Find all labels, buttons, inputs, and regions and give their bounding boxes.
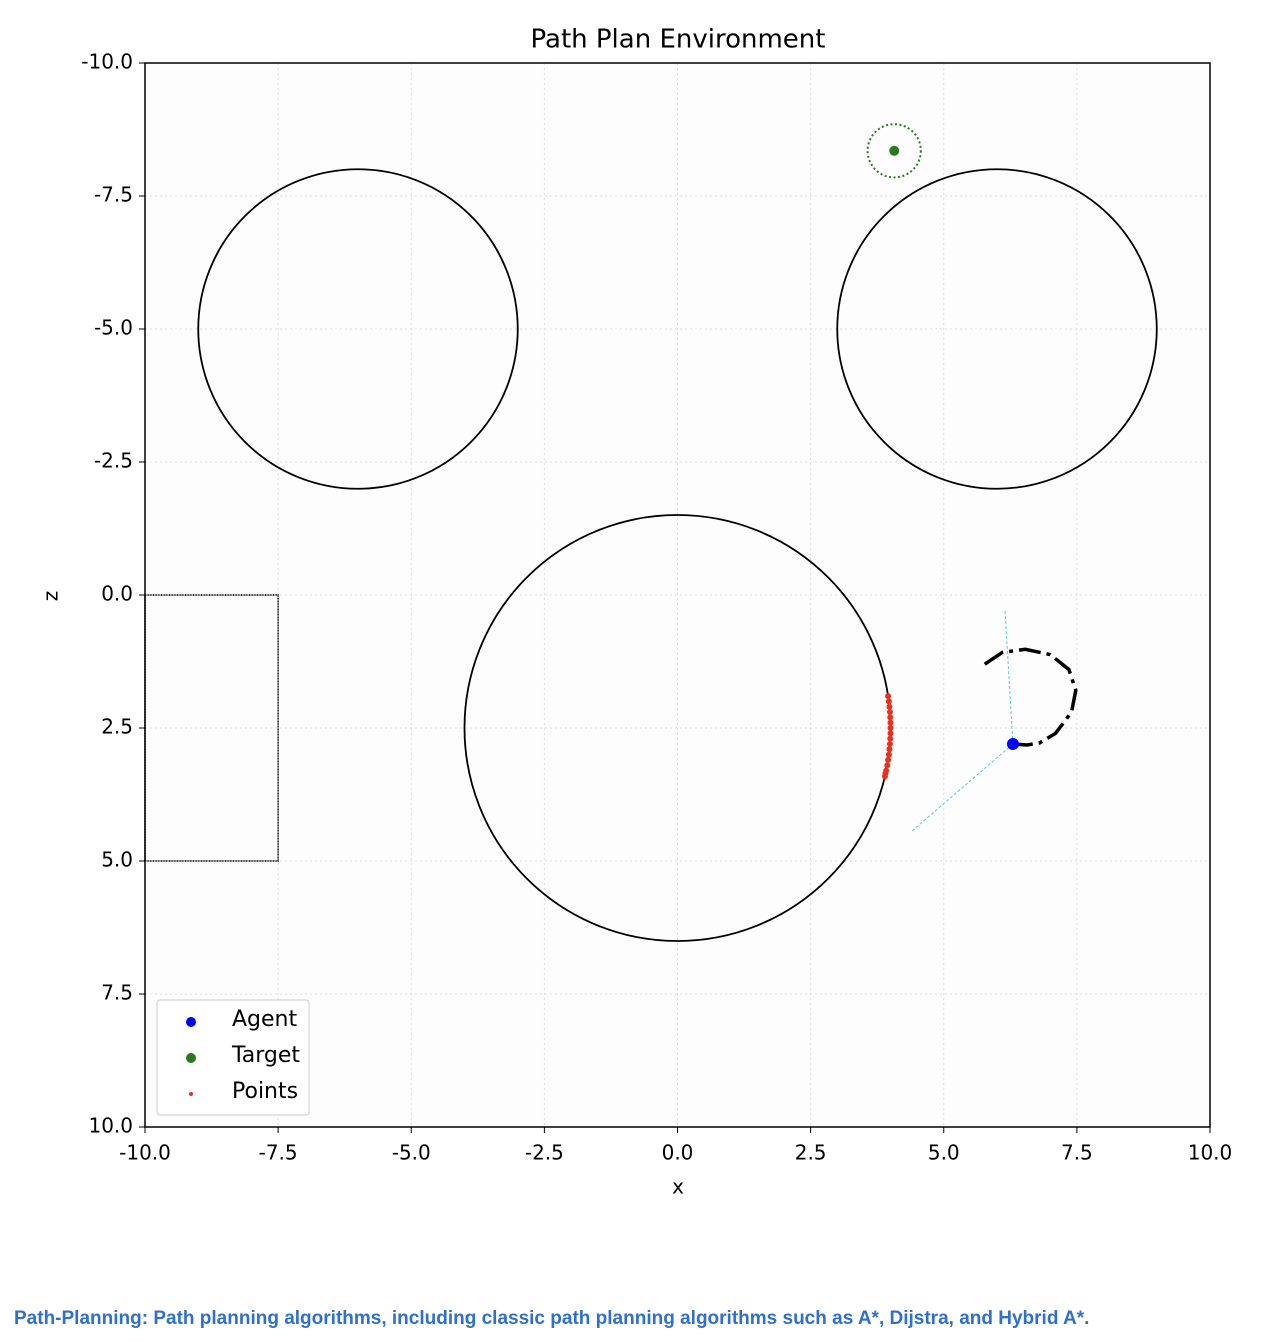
x-tick-label: -5.0 [392, 1141, 431, 1165]
x-axis-label: x [672, 1175, 684, 1199]
point [886, 703, 893, 710]
legend-box [156, 999, 310, 1116]
obstacle-circle [836, 168, 1158, 490]
x-tick-label: -2.5 [525, 1141, 564, 1165]
obstacle-circle [197, 168, 519, 490]
point [889, 145, 900, 156]
point [885, 698, 892, 705]
y-tick-label: -5.0 [94, 316, 133, 340]
x-tick-label: -10.0 [119, 1141, 171, 1165]
point [886, 709, 893, 716]
target-radius [866, 123, 922, 179]
point [886, 746, 893, 753]
y-tick-label: 7.5 [101, 981, 133, 1005]
point [887, 725, 894, 731]
y-axis-label: z [39, 591, 63, 602]
chart: Path Plan Environment x z -10.0 -7.5 -5.0 -… [39, 25, 1233, 1199]
y-tick-label: 5.0 [101, 848, 133, 872]
trajectory [983, 647, 1078, 747]
legend-marker [189, 1092, 193, 1096]
x-tick-label: 2.5 [795, 1141, 827, 1165]
chart-title: Path Plan Environment [531, 25, 826, 55]
point [884, 762, 891, 769]
sensor-ray [911, 743, 1014, 832]
point [887, 714, 894, 721]
point [881, 773, 888, 780]
y-tick-label: 2.5 [101, 715, 133, 739]
x-tick-label: 10.0 [1188, 1141, 1233, 1165]
x-tick-label: -7.5 [259, 1141, 298, 1165]
legend-label: Points [232, 1079, 298, 1104]
point [887, 730, 894, 737]
caption: Path-Planning: Path planning algorithms,… [14, 1308, 1090, 1329]
legend-marker [186, 1017, 196, 1027]
point [885, 751, 892, 758]
y-tick-label: 0.0 [101, 582, 133, 606]
point [887, 719, 894, 726]
point [887, 735, 894, 742]
y-tick-label: 10.0 [88, 1114, 133, 1138]
y-tick-label: -7.5 [94, 183, 133, 207]
x-tick-label: 7.5 [1061, 1141, 1093, 1165]
legend-label: Agent [232, 1007, 297, 1032]
obstacle-rect [144, 594, 279, 862]
y-tick-label: -10.0 [81, 50, 133, 74]
legend-label: Target [231, 1043, 300, 1068]
sensor-ray [1004, 609, 1014, 744]
point [885, 756, 892, 763]
legend-marker [186, 1053, 196, 1063]
point [1006, 737, 1019, 750]
point [886, 740, 893, 747]
point [885, 693, 892, 700]
x-tick-label: 5.0 [928, 1141, 960, 1165]
y-tick-label: -2.5 [94, 449, 133, 473]
x-tick-label: 0.0 [662, 1141, 694, 1165]
